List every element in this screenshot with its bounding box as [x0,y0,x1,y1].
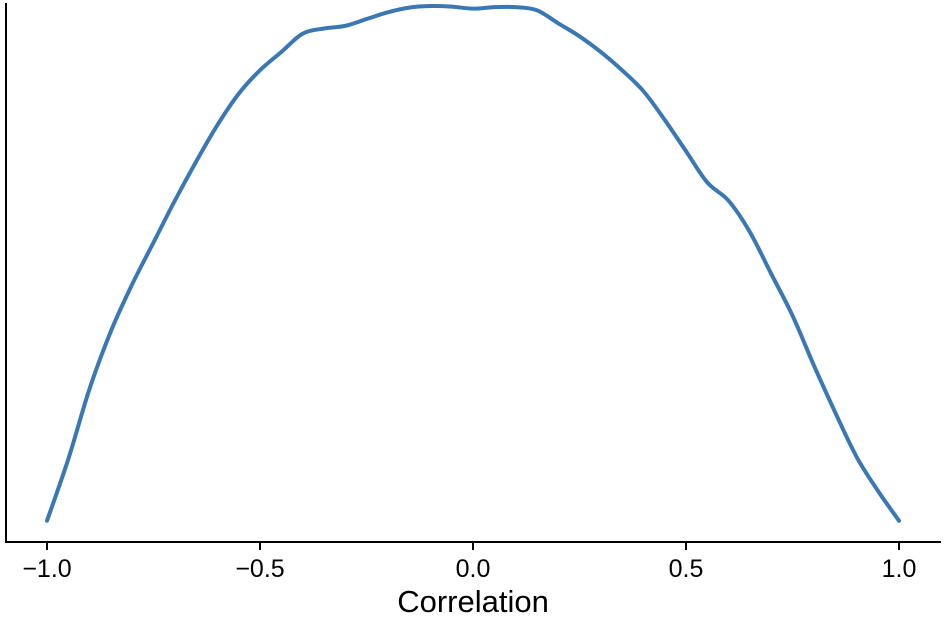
x-tick-label: 0.5 [669,555,704,583]
x-tick-label: −0.5 [235,555,284,583]
x-axis-title: Correlation [397,584,549,617]
x-tick-label: 0.0 [456,555,491,583]
x-tick-label: −1.0 [22,555,71,583]
density-curve [45,3,901,523]
x-ticks: −1.0 −0.5 0.0 0.5 1.0 [22,542,916,583]
x-tick-label: 1.0 [882,555,917,583]
